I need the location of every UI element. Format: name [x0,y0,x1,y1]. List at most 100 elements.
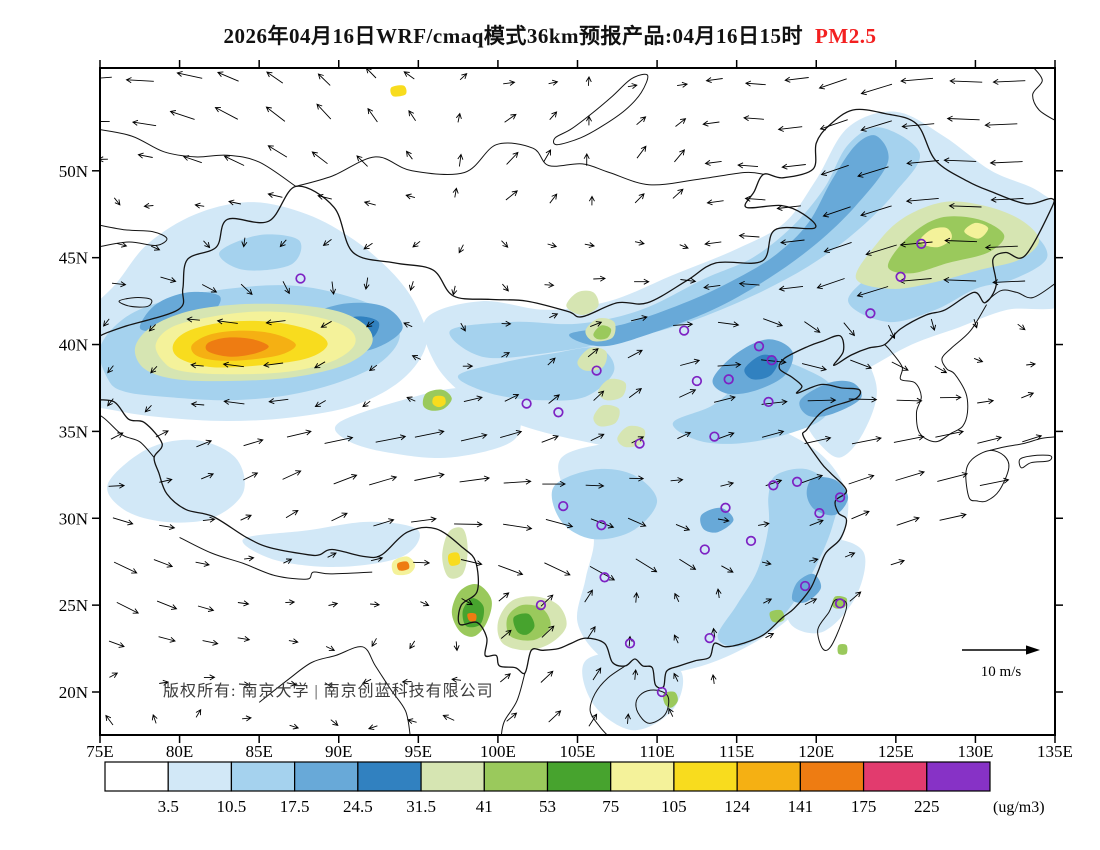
city-marker [709,431,720,442]
wind-vector [267,145,288,158]
wind-vector [906,160,939,166]
wind-vector [670,477,684,484]
wind-vector [240,283,253,296]
colorbar-layer: 3.5 10.5 17.5 24.5 31.5 41 53 75 105 124 141 175 225 [104,761,991,816]
wind-vector [500,629,512,639]
wind-vector [744,195,766,202]
wind-vector [238,681,250,688]
wind-vector [934,365,948,374]
wind-vector [935,429,965,438]
wind-vector [328,601,339,608]
colorbar-segment [926,761,991,792]
wind-vector [763,318,784,327]
wind-vector [367,107,378,123]
contour-region [242,521,420,567]
lon-tick-label: 95E [405,742,432,761]
wind-vector [190,401,205,408]
wind-vector [977,398,995,405]
basemap-layer [100,68,1055,735]
map-boundary [984,283,1055,304]
wind-vector [375,434,407,443]
colorbar-tick-label: 10.5 [217,797,247,816]
wind-vector [540,670,554,683]
wind-vector [900,77,934,84]
lat-tick-label: 20N [59,683,88,702]
wind-vector [503,79,516,86]
wind-vector [585,482,605,489]
wind-vector [675,523,691,531]
map-boundary [179,536,373,580]
wind-vector [457,153,464,167]
wind-vector [263,361,284,368]
wind-vector [702,120,720,127]
colorbar-segment [230,761,296,792]
wind-vector-layer [100,68,1043,731]
wind-vector [628,388,643,398]
wind-vector [169,110,195,120]
wind-vector [100,76,112,79]
contour-region [551,468,658,540]
wind-vector [592,667,602,681]
wind-vector [717,321,740,328]
wind-vector [989,159,1023,166]
wind-vector [816,278,845,290]
wind-vector [313,361,326,369]
wind-vector [587,626,596,639]
wind-vector [144,404,152,413]
wind-vector [125,77,154,84]
city-marker [799,580,811,592]
map-boundary [817,598,848,651]
wind-vector [948,202,982,209]
wind-vector [500,429,523,439]
wind-vector [804,435,832,445]
city-marker [558,500,569,512]
wind-vector [549,193,558,204]
contour-region [566,290,599,315]
chart-title: 2026年04月16日WRF/cmaq模式36km预报产品:04月16日15时 P… [0,20,1100,50]
wind-vector [460,433,488,442]
lon-tick-label: 120E [798,742,834,761]
city-marker [591,365,602,376]
wind-vector [108,640,125,648]
colorbar-segment [294,761,359,792]
wind-vector [743,115,764,122]
map-boundary [1032,68,1055,121]
wind-vector [409,640,416,650]
wind-vector [593,275,606,282]
wind-vector [105,714,114,726]
wind-vector [679,243,689,250]
contour-region [593,325,612,340]
wind-vector [155,430,169,438]
contour-region [457,347,615,401]
city-marker [723,374,734,385]
contour-region [617,425,646,448]
map-boundary [100,108,1055,689]
wind-vector [777,125,803,132]
wind-vector [498,592,510,602]
city-marker [766,355,777,366]
wind-vector [721,565,734,573]
wind-vector [196,439,213,448]
wind-vector [761,560,772,567]
wind-vector [504,393,520,402]
wind-vector [679,558,697,570]
wind-vector [223,155,245,166]
wind-vector [584,242,596,249]
wind-vector [458,244,464,254]
wind-vector [844,552,856,558]
wind-vector [451,676,462,683]
wind-vector [330,281,337,296]
wind-vector [223,398,245,405]
wind-vector [413,559,431,566]
wind-vector [408,281,415,292]
wind-vector [322,239,332,246]
colorbar-tick-label: 3.5 [158,797,179,816]
wind-vector [314,400,326,407]
wind-vector [549,313,559,319]
colorbar-segment [546,761,612,792]
lat-tick-label: 50N [59,162,88,181]
wind-vector [804,598,818,606]
wind-vector [780,239,805,246]
wind-vector [414,429,445,438]
city-marker [699,544,710,555]
